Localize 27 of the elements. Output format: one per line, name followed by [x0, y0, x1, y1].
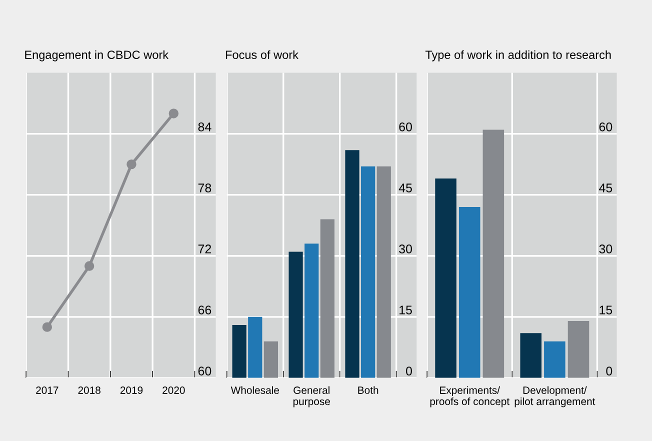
y-tick-label: 60	[599, 122, 612, 132]
y-tick-label: 30	[399, 244, 412, 254]
chart-title: Focus of work	[226, 50, 298, 59]
y-tick-label: 60	[399, 122, 412, 132]
x-tick-label: 2017	[36, 386, 58, 394]
y-tick-label: 66	[198, 306, 212, 314]
y-tick-label: 15	[600, 306, 612, 314]
x-tick-label: Experiments/ proofs of concept	[430, 386, 510, 408]
x-tick-label: General purpose	[293, 386, 330, 408]
y-tick-label: 0	[606, 366, 612, 376]
y-tick-label: 30	[599, 244, 612, 254]
y-tick-label: 15	[400, 306, 412, 314]
y-tick-label: 45	[599, 184, 612, 192]
y-tick-label: 84	[198, 122, 212, 132]
y-tick-label: 0	[406, 366, 412, 376]
y-tick-label: 45	[398, 184, 412, 192]
x-tick-label: 2018	[78, 386, 100, 394]
chart-title: Type of work in addition to research	[425, 50, 611, 62]
y-tick-label: 72	[198, 244, 212, 254]
x-tick-label: Wholesale	[230, 386, 279, 394]
y-tick-label: 78	[198, 184, 212, 192]
x-tick-label: Both	[358, 386, 378, 394]
x-tick-label: 2020	[162, 386, 185, 394]
y-tick-label: 60	[198, 366, 212, 376]
x-tick-label: Development/ pilot arrangement	[514, 386, 596, 408]
chart-title: Engagement in CBDC work	[25, 50, 169, 62]
x-tick-label: 2019	[120, 386, 143, 394]
